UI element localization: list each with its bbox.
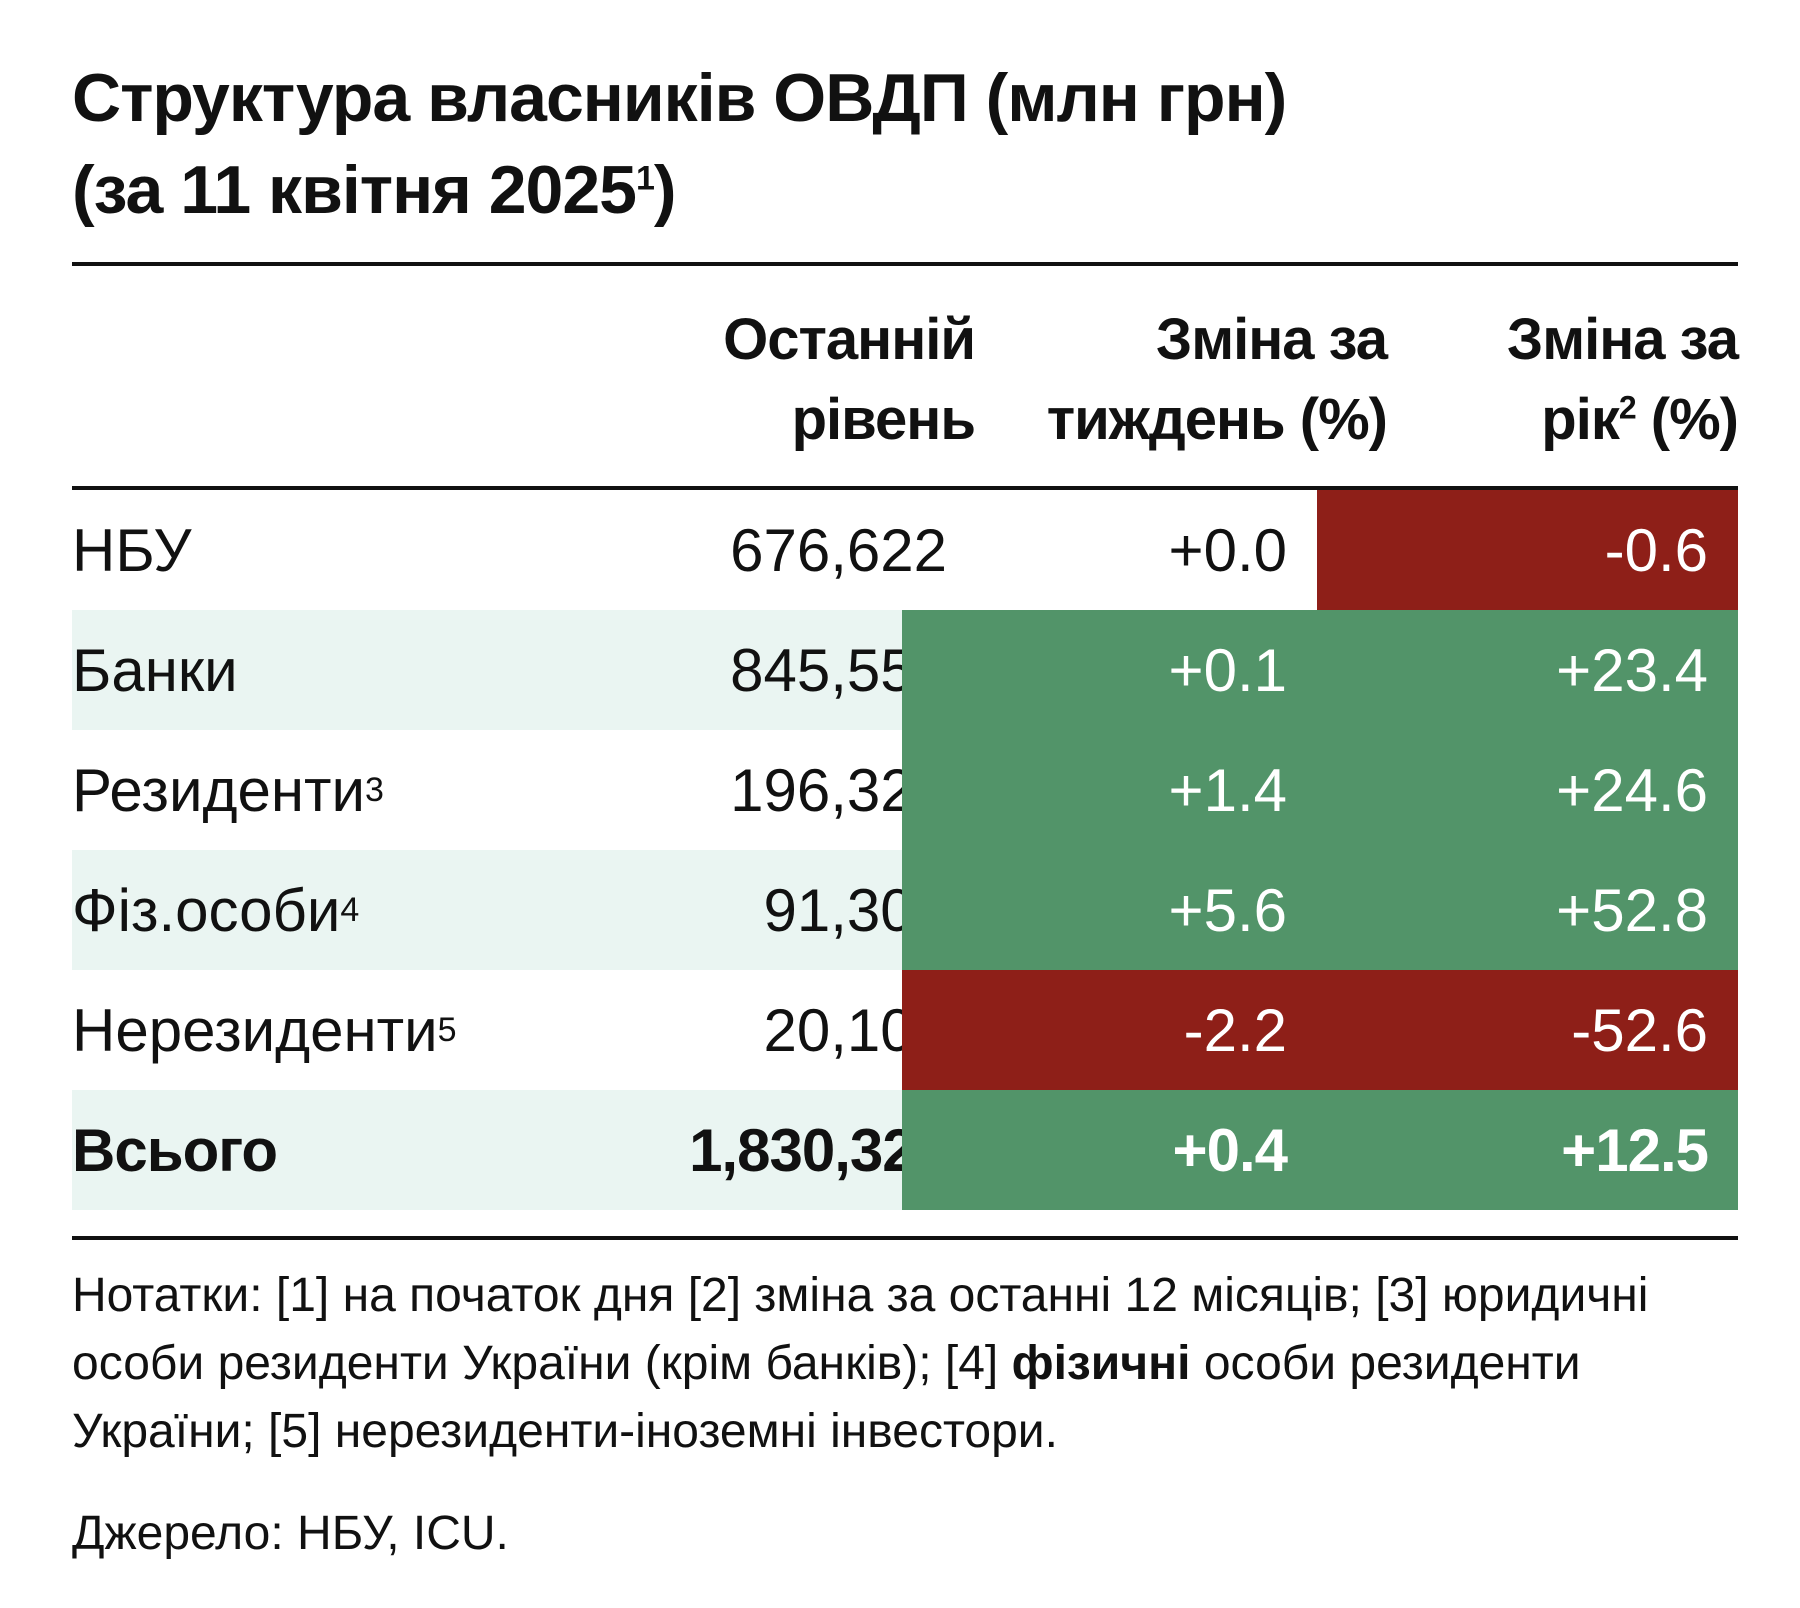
notes: Нотатки: [1] на початок дня [2] зміна за… [72, 1269, 1649, 1458]
row-name: Нерезиденти 5 [72, 996, 457, 1064]
table-row: Резиденти 3 196,324 +1.4 +24.6 [72, 730, 1738, 850]
table-row: НБУ 676,622 +0.0 -0.6 [72, 490, 1738, 610]
header-year-change: Зміна за рік2 (%) [1506, 307, 1739, 452]
row-level-value: 1,830,328 [689, 1116, 948, 1184]
row-week-change: +5.6 [902, 850, 1317, 970]
header-week-change: Зміна за тиждень (%) [1046, 307, 1388, 452]
row-year-change: +24.6 [1317, 730, 1738, 850]
row-week-change: +0.0 [1168, 516, 1287, 584]
bottom-rule [72, 1236, 1738, 1240]
table-row: Фіз.особи 4 91,303 +5.6 +52.8 [72, 850, 1738, 970]
table-row: Всього 1,830,328 +0.4 +12.5 [72, 1090, 1738, 1210]
title-footnote-marker: 1 [635, 159, 655, 198]
row-name: Резиденти 3 [72, 756, 384, 824]
column-headers: Останній рівень Зміна за тиждень (%) Змі… [72, 300, 1739, 480]
row-week-change: +0.1 [902, 610, 1317, 730]
title-line-1: Структура власників ОВДП (млн грн) [72, 60, 1287, 136]
table-title: Структура власників ОВДП (млн грн) (за 1… [72, 52, 1732, 236]
row-week-change: +0.4 [902, 1090, 1317, 1210]
row-name: Всього [72, 1116, 278, 1184]
row-year-change: +12.5 [1317, 1090, 1738, 1210]
row-week-change: -2.2 [902, 970, 1317, 1090]
row-level-value: 20,103 [763, 996, 947, 1064]
table-row: Банки 845,553 +0.1 +23.4 [72, 610, 1738, 730]
holders-table: НБУ 676,622 +0.0 -0.6 Банки 845,553 +0.1 +23.4 Р… [72, 490, 1738, 1210]
row-year-change: +23.4 [1317, 610, 1738, 730]
row-year-change: -0.6 [1317, 490, 1738, 610]
row-name: НБУ [72, 516, 192, 584]
row-week-change: +1.4 [902, 730, 1317, 850]
header-rule [72, 486, 1738, 490]
row-level-value: 676,622 [730, 516, 947, 584]
row-level-value: 845,553 [730, 636, 947, 704]
top-rule [72, 262, 1738, 266]
title-line-2: (за 11 квітня 20251) [72, 152, 677, 228]
header-level: Останній рівень [723, 307, 976, 452]
row-name: Банки [72, 636, 238, 704]
row-year-change: -52.6 [1317, 970, 1738, 1090]
source-line: Джерело: НБУ, ICU. [72, 1507, 509, 1560]
row-level-value: 196,324 [730, 756, 947, 824]
row-name: Фіз.особи 4 [72, 876, 360, 944]
row-year-change: +52.8 [1317, 850, 1738, 970]
row-level-value: 91,303 [763, 876, 947, 944]
table-row: Нерезиденти 5 20,103 -2.2 -52.6 [72, 970, 1738, 1090]
